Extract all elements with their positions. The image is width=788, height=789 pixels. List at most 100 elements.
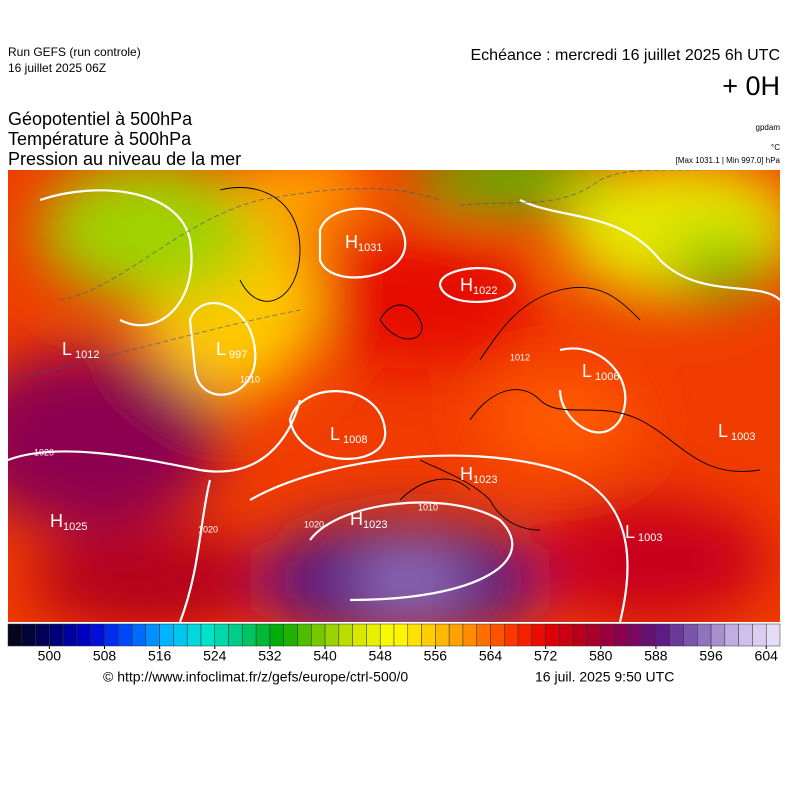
colorbar-box [697,623,712,647]
colorbar-box [641,623,657,647]
colorbar-tick-label: 556 [424,648,448,664]
colorbar-tick-label: 532 [258,648,282,664]
isobar-label: 1020 [304,519,324,529]
colorbar-box [683,623,698,647]
center-kind: L [718,421,728,441]
colorbar-box [76,623,91,647]
colorbar-box [90,623,105,647]
colorbar-box [131,623,147,647]
colorbar-box [338,623,353,647]
isotherms [8,170,709,381]
coastlines [219,187,761,531]
colorbar-box [559,623,574,647]
field-name: Géopotentiel à 500hPa [8,109,193,129]
run-label: Run GEFS (run controle) [8,45,141,59]
colorbar-box [572,623,588,647]
center-value: 1031 [358,242,382,254]
colorbar-box [738,623,753,647]
center-value: 1008 [343,434,367,446]
colorbar-box [269,623,284,647]
colorbar-box [118,623,133,647]
center-kind: H [460,275,473,295]
colorbar-box [255,623,271,647]
colorbar-box [504,623,519,647]
center-kind: L [216,339,226,359]
center-kind: H [345,232,358,252]
colorbar-box [104,623,119,647]
colorbar-box [366,623,381,647]
field-shading [8,170,780,622]
colorbar-box [628,623,643,647]
colorbar-box [393,623,409,647]
colorbar-box [283,623,298,647]
isobar-label: 1012 [510,352,530,362]
center-value: 1023 [473,474,497,486]
colorbar-tick-label: 508 [93,648,117,664]
colorbar-box [448,623,464,647]
colorbar-box [379,623,395,647]
colorbar-box [614,623,629,647]
colorbar-box [200,623,216,647]
lead-time: + 0H [722,71,780,101]
center-value: 1003 [731,431,755,443]
colorbar-box [462,623,477,647]
colorbar-box [752,623,767,647]
isobars [8,189,780,622]
colorbar-box [186,623,202,647]
colorbar-box [21,623,36,647]
footer-timestamp: 16 juil. 2025 9:50 UTC [535,669,674,685]
colorbar-box [545,623,560,647]
center-value: 997 [229,349,247,361]
colorbar-box [173,623,188,647]
colorbar-box [49,623,64,647]
colorbar-tick-label: 596 [699,648,723,664]
colorbar-box [214,623,229,647]
colorbar-box [517,623,533,647]
center-kind: L [62,339,72,359]
center-value: 1022 [473,285,497,297]
colorbar-box [669,623,684,647]
colorbar-box [421,623,436,647]
colorbar-box [435,623,450,647]
colorbar: 500 508 516 524 532 540 548 556 564 572 580 588 596 6… [7,623,781,664]
center-value: 1023 [363,519,387,531]
colorbar-box [159,623,174,647]
colorbar-box [324,623,340,647]
field-unit: °C [771,143,780,152]
field-unit: [Max 1031.1 | Min 997.0] hPa [676,156,781,165]
echeance: Echéance : mercredi 16 juillet 2025 6h U… [471,47,781,64]
colorbar-box [586,623,602,647]
colorbar-box [297,623,312,647]
field-name: Température à 500hPa [8,129,192,149]
colorbar-box [7,623,23,647]
center-kind: L [582,361,592,381]
colorbar-box [490,623,505,647]
center-value: 1006 [595,371,619,383]
colorbar-box [35,623,50,647]
colorbar-tick-label: 540 [313,648,337,664]
colorbar-tick-label: 588 [644,648,668,664]
isobar-label: 1010 [240,374,260,384]
center-kind: H [50,511,63,531]
colorbar-tick-label: 572 [534,648,558,664]
colorbar-box [724,623,739,647]
colorbar-tick-label: 604 [755,648,779,664]
colorbar-box [242,623,257,647]
center-value: 1012 [75,349,99,361]
colorbar-box [600,623,615,647]
map [8,170,780,622]
colorbar-tick-label: 500 [38,648,62,664]
center-kind: H [460,464,473,484]
center-kind: H [350,509,363,529]
colorbar-box [655,623,670,647]
isobar-label: 1020 [34,447,54,457]
field-name: Pression au niveau de la mer [8,149,241,169]
colorbar-tick-label: 516 [148,648,172,664]
center-kind: L [330,424,340,444]
colorbar-box [407,623,422,647]
center-kind: L [625,522,635,542]
colorbar-box [311,623,326,647]
